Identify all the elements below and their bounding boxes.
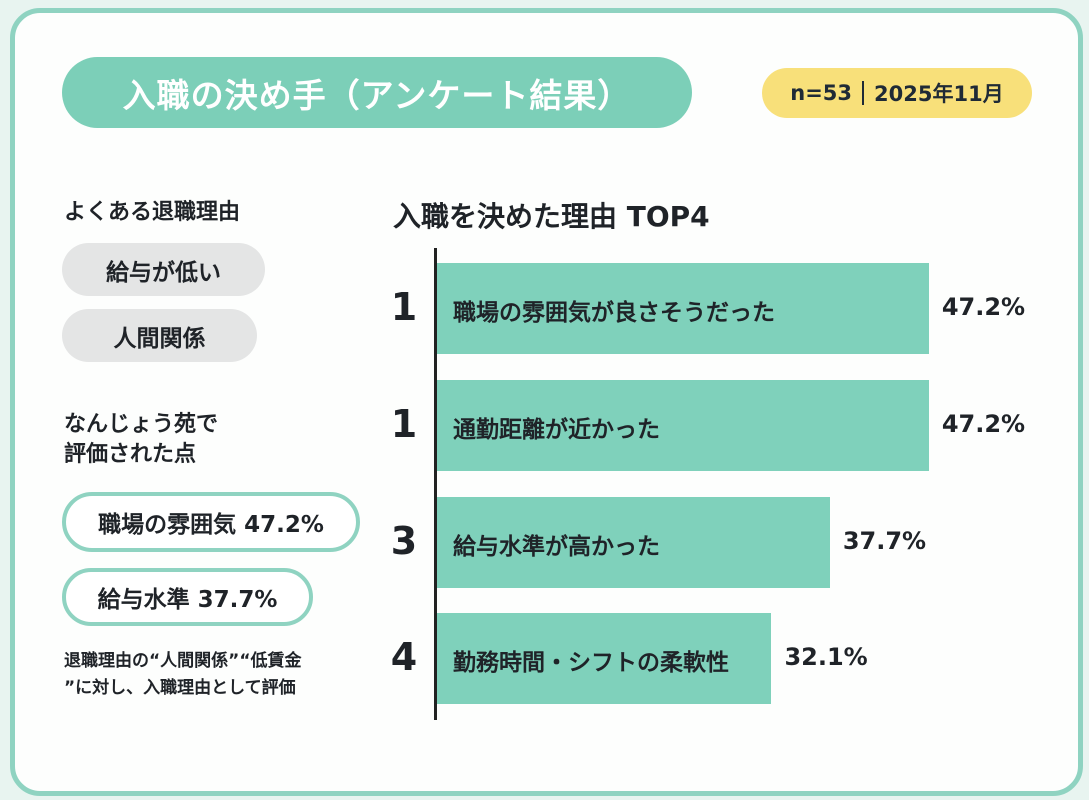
exit-reasons-heading: よくある退職理由 xyxy=(64,200,241,225)
bar xyxy=(437,380,929,471)
bar-label: 勤務時間・シフトの柔軟性 xyxy=(453,650,729,676)
rank-number: 4 xyxy=(390,635,418,679)
bar xyxy=(437,613,772,704)
chart-title: 入職を決めた理由 TOP4 xyxy=(393,200,710,233)
rank-number: 1 xyxy=(390,285,418,329)
exit-reason-pill: 人間関係 xyxy=(62,309,257,362)
value-label: 47.2% xyxy=(941,410,1026,438)
bar xyxy=(437,263,929,354)
value-label: 37.7% xyxy=(842,527,927,555)
praised-heading-line: 評価された点 xyxy=(64,442,197,467)
survey-badge: n=53 2025年11月 xyxy=(762,68,1032,118)
note-line: ”に対し、入職理由として評価 xyxy=(64,678,296,698)
value-label: 32.1% xyxy=(784,643,868,671)
rank-number: 1 xyxy=(390,402,418,446)
value-label: 47.2% xyxy=(941,293,1026,321)
rank-number: 3 xyxy=(390,519,418,563)
praised-heading-line: なんじょう苑で xyxy=(64,412,219,437)
sample-size: n=53 xyxy=(790,81,853,105)
divider xyxy=(862,81,865,105)
praised-pill: 給与水準 37.7% xyxy=(62,568,313,626)
note-line: 退職理由の“人間関係”“低賃金 xyxy=(64,651,302,671)
exit-reason-pill: 給与が低い xyxy=(62,243,265,296)
chart-axis xyxy=(434,248,437,720)
bar xyxy=(437,497,830,588)
praised-heading: なんじょう苑で 評価された点 xyxy=(64,410,218,470)
page-title: 入職の決め手（アンケート結果） xyxy=(62,57,692,128)
bar-label: 通勤距離が近かった xyxy=(453,417,660,443)
survey-date: 2025年11月 xyxy=(874,82,1004,106)
note-text: 退職理由の“人間関係”“低賃金 ”に対し、入職理由として評価 xyxy=(64,648,374,702)
bar-label: 給与水準が高かった xyxy=(453,534,660,560)
bar-label: 職場の雰囲気が良さそうだった xyxy=(453,300,775,326)
praised-pill: 職場の雰囲気 47.2% xyxy=(62,492,360,552)
